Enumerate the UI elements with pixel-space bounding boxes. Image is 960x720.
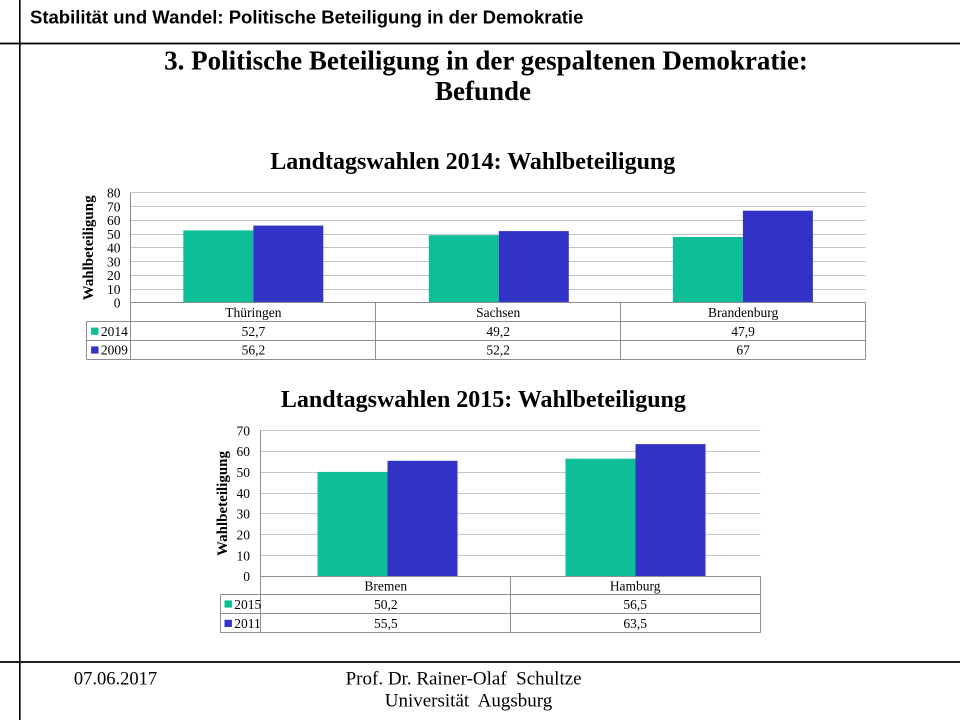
svg-text:56,5: 56,5	[623, 597, 647, 612]
svg-text:56,2: 56,2	[242, 343, 266, 358]
svg-text:0: 0	[243, 569, 250, 584]
svg-text:47,9: 47,9	[731, 324, 755, 339]
svg-text:63,5: 63,5	[623, 616, 647, 631]
svg-text:2009: 2009	[101, 343, 128, 358]
svg-text:20: 20	[107, 268, 121, 283]
svg-text:40: 40	[107, 241, 121, 256]
svg-text:Hamburg: Hamburg	[610, 578, 661, 593]
svg-text:10: 10	[237, 548, 251, 563]
svg-text:Thüringen: Thüringen	[225, 305, 281, 320]
svg-text:50,2: 50,2	[374, 597, 398, 612]
svg-text:Stabilität und Wandel: Politis: Stabilität und Wandel: Politische Beteil…	[30, 6, 583, 27]
svg-text:30: 30	[107, 254, 121, 269]
svg-text:Landtagswahlen 2015: Wahlbetei: Landtagswahlen 2015: Wahlbeteiligung	[281, 387, 686, 413]
svg-text:49,2: 49,2	[486, 324, 510, 339]
svg-text:2014: 2014	[101, 324, 128, 339]
svg-text:Brandenburg: Brandenburg	[708, 305, 778, 320]
svg-text:70: 70	[107, 199, 121, 214]
svg-text:Bremen: Bremen	[364, 578, 407, 593]
svg-text:2015: 2015	[234, 597, 261, 612]
svg-text:50: 50	[107, 227, 121, 242]
svg-text:60: 60	[107, 213, 121, 228]
svg-text:Wahlbeteiligung: Wahlbeteiligung	[81, 195, 97, 301]
svg-text:Befunde: Befunde	[435, 76, 531, 106]
svg-text:40: 40	[237, 486, 251, 501]
svg-text:Landtagswahlen 2014: Wahlbetei: Landtagswahlen 2014: Wahlbeteiligung	[270, 149, 675, 175]
svg-text:52,2: 52,2	[486, 343, 510, 358]
svg-text:Sachsen: Sachsen	[476, 305, 520, 320]
svg-text:70: 70	[237, 423, 251, 438]
svg-text:52,7: 52,7	[242, 324, 266, 339]
svg-text:07.06.2017: 07.06.2017	[74, 670, 157, 690]
svg-text:50: 50	[237, 465, 251, 480]
svg-text:Prof. Dr. Rainer-Olaf Schultz: Prof. Dr. Rainer-Olaf Schultze	[346, 668, 582, 689]
svg-text:55,5: 55,5	[374, 616, 398, 631]
svg-text:Wahlbeteiligung: Wahlbeteiligung	[215, 450, 231, 556]
svg-text:60: 60	[237, 444, 251, 459]
svg-text:Universität Augsburg: Universität Augsburg	[385, 690, 553, 711]
svg-text:30: 30	[237, 507, 251, 522]
svg-text:67: 67	[736, 343, 750, 358]
svg-text:2011: 2011	[234, 616, 260, 631]
svg-text:20: 20	[237, 528, 251, 543]
svg-text:80: 80	[107, 186, 121, 201]
svg-text:0: 0	[114, 296, 121, 311]
svg-text:3. Politische Beteiligung in d: 3. Politische Beteiligung in der gespalt…	[164, 45, 808, 75]
svg-text:10: 10	[107, 282, 121, 297]
